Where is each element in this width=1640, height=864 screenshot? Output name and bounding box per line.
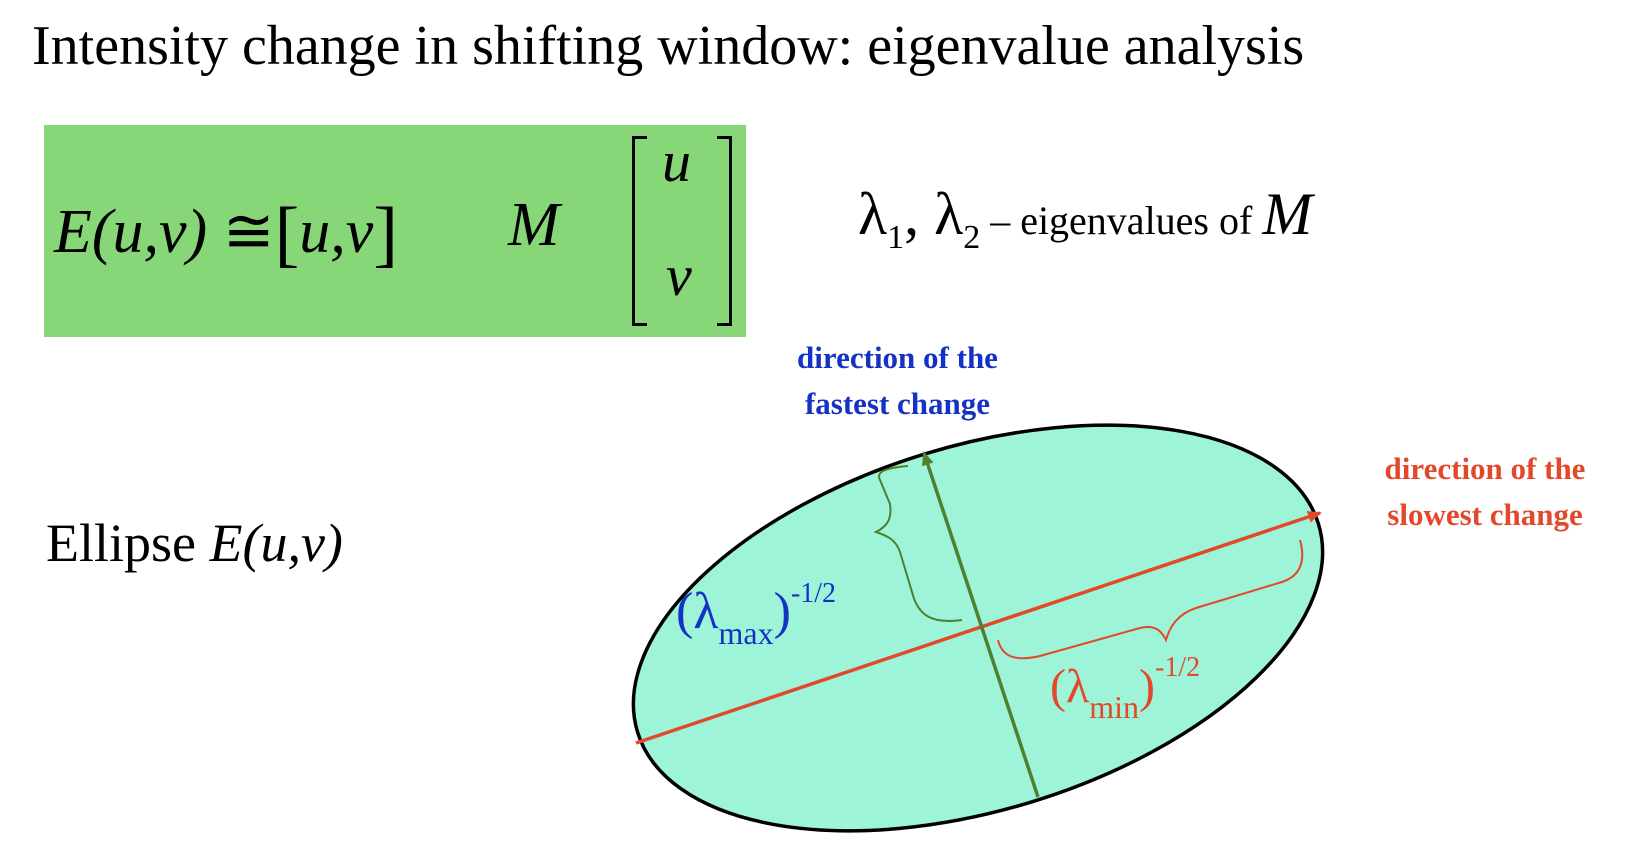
lambda-min-open: (λ [1050,660,1090,713]
fastest-change-label: direction of the fastest change [775,335,1020,427]
fastest-label-line1: direction of the [797,340,998,375]
slide-title: Intensity change in shifting window: eig… [32,15,1305,77]
lambda-separator: , [904,181,935,247]
row-vector: u,v [299,198,374,266]
eigenvalue-text: – eigenvalues of [980,198,1263,243]
minor-axis-arrow [922,451,1040,798]
lambda-2: λ [934,181,964,247]
ellipse-word: Ellipse [46,513,210,573]
lambda-min-exponent: -1/2 [1155,652,1201,683]
energy-expression: E(u,v) [54,198,208,266]
column-left-bracket [632,136,647,326]
lambda-1: λ [858,181,888,247]
slowest-label-line1: direction of the [1384,451,1586,486]
ellipse-expression: E(u,v) [209,513,343,573]
right-bracket: ] [373,193,398,275]
fastest-label-line2: fastest change [804,386,991,421]
eigenvalue-note: λ1, λ2 – eigenvalues of M [858,180,1312,257]
column-top: u [662,129,691,194]
lambda-max-label: (λmax)-1/2 [676,578,836,652]
left-bracket: [ [274,193,300,275]
approx-symbol: ≅ [222,198,275,266]
lambda-min-label: (λmin)-1/2 [1050,652,1200,726]
equation-box [44,125,746,337]
eigen-matrix-symbol: M [1262,181,1313,247]
slowest-change-label: direction of the slowest change [1355,446,1615,538]
slowest-label-line2: slowest change [1387,497,1583,532]
ellipse-label: Ellipse E(u,v) [46,512,343,574]
lambda-1-subscript: 1 [887,219,905,256]
major-axis-arrow [635,511,1322,745]
lambda-2-subscript: 2 [963,219,981,256]
matrix-symbol: M [508,191,560,259]
lambda-max-close: ) [773,583,791,640]
column-right-bracket [717,136,732,326]
equation-lhs: E(u,v) ≅[u,v] [54,186,398,275]
lambda-max-exponent: -1/2 [790,578,837,609]
lambda-max-brace [873,465,963,622]
lambda-min-close: ) [1139,660,1156,713]
lambda-min-brace [997,539,1304,660]
lambda-max-open: (λ [676,583,719,640]
lambda-max-subscript: max [718,615,774,651]
column-bottom: v [666,243,692,308]
column-vector: u v [632,129,732,328]
lambda-min-subscript: min [1089,689,1140,725]
